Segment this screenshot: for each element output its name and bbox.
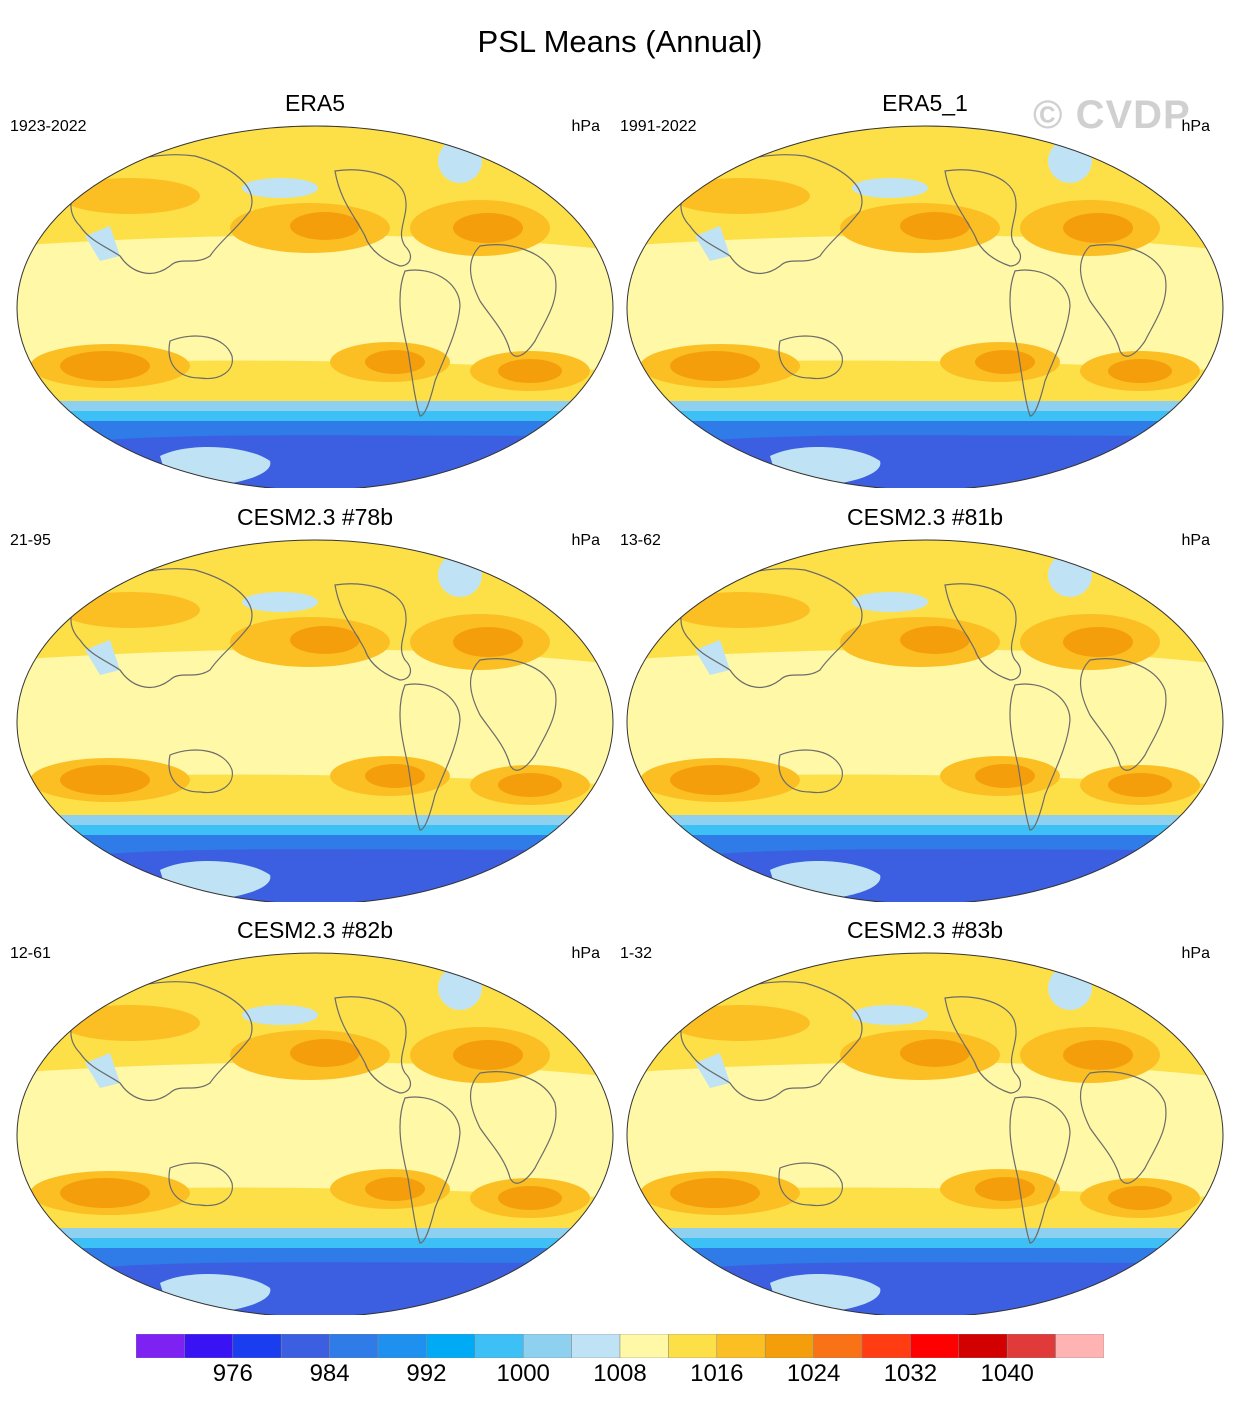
panel-title: CESM2.3 #83b	[847, 917, 1003, 943]
panel-units: hPa	[1181, 532, 1210, 549]
map-panel: CESM2.3 #78b 21-95 hPa	[10, 504, 620, 904]
colorbar-swatch	[716, 1334, 766, 1358]
psl-map	[626, 539, 1224, 902]
psl-map	[16, 539, 614, 902]
colorbar-swatch	[619, 1334, 669, 1358]
colorbar-label: 984	[309, 1360, 350, 1387]
colorbar-swatch	[136, 1334, 185, 1358]
panel-title: ERA5	[284, 90, 346, 116]
colorbar-swatch	[280, 1334, 330, 1358]
colorbar-swatch	[861, 1334, 911, 1358]
colorbar-swatch	[571, 1334, 621, 1358]
watermark: © CVDP	[1033, 93, 1191, 137]
panel-units: hPa	[571, 118, 600, 135]
colorbar-swatch	[668, 1334, 718, 1358]
colorbar-label: 1008	[593, 1360, 647, 1387]
colorbar-swatch	[1006, 1334, 1056, 1358]
panel-units: hPa	[571, 945, 600, 962]
colorbar-swatch	[813, 1334, 863, 1358]
colorbar-label: 976	[212, 1360, 253, 1387]
panel-period: 1991-2022	[620, 118, 697, 135]
panel-period: 13-62	[620, 532, 661, 549]
colorbar-swatch	[522, 1334, 572, 1358]
panel-period: 21-95	[10, 532, 51, 549]
colorbar-label: 1040	[980, 1360, 1034, 1387]
colorbar-swatch	[1055, 1334, 1104, 1358]
psl-map	[16, 952, 614, 1315]
panel-period: 1923-2022	[10, 118, 87, 135]
psl-map	[626, 125, 1224, 488]
map-panel: CESM2.3 #83b 1-32 hPa	[620, 917, 1230, 1317]
colorbar	[136, 1334, 1104, 1358]
panel-units: hPa	[1181, 118, 1210, 135]
panel-title: ERA5_1	[882, 90, 968, 116]
colorbar-swatch	[958, 1334, 1008, 1358]
colorbar-swatch	[232, 1334, 282, 1358]
colorbar-label: 1000	[496, 1360, 550, 1387]
panel-period: 1-32	[620, 945, 653, 962]
colorbar-swatch	[426, 1334, 476, 1358]
colorbar-swatch	[377, 1334, 427, 1358]
colorbar-swatch	[184, 1334, 234, 1358]
colorbar-label: 1016	[690, 1360, 744, 1387]
figure-title: PSL Means (Annual)	[477, 24, 763, 59]
map-panel: ERA5 1923-2022 hPa	[10, 90, 620, 490]
panel-title: CESM2.3 #82b	[237, 917, 393, 943]
colorbar-labels: 976 984 992 1000 1008 1016 1024 1032 1040	[136, 1360, 1104, 1390]
psl-map	[16, 125, 614, 488]
colorbar-swatch	[764, 1334, 814, 1358]
map-panel: CESM2.3 #81b 13-62 hPa	[620, 504, 1230, 904]
psl-map	[626, 952, 1224, 1315]
panel-title: CESM2.3 #81b	[847, 504, 1003, 530]
map-panel: ERA5_1 1991-2022 hPa	[620, 90, 1230, 490]
panel-title: CESM2.3 #78b	[237, 504, 393, 530]
panel-period: 12-61	[10, 945, 51, 962]
map-panel: CESM2.3 #82b 12-61 hPa	[10, 917, 620, 1317]
colorbar-swatch	[329, 1334, 379, 1358]
colorbar-swatch	[910, 1334, 960, 1358]
colorbar-label: 1024	[786, 1360, 841, 1387]
colorbar-label: 992	[406, 1360, 447, 1387]
panel-units: hPa	[1181, 945, 1210, 962]
colorbar-swatch	[474, 1334, 524, 1358]
panel-units: hPa	[571, 532, 600, 549]
colorbar-label: 1032	[883, 1360, 938, 1387]
